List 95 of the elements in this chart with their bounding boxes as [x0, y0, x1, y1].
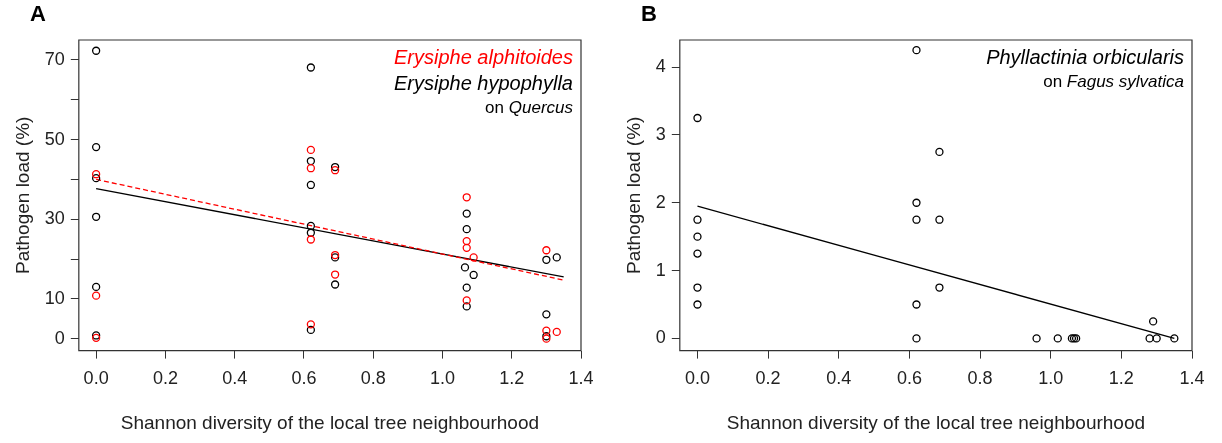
x-tick-label: 1.4 — [568, 368, 594, 389]
x-tick-label: 0.0 — [83, 368, 109, 389]
x-tick-label: 1.0 — [429, 368, 455, 389]
y-tick-label: 50 — [44, 128, 65, 149]
point — [306, 228, 316, 237]
x-tick-label: 0.6 — [896, 368, 922, 389]
point — [542, 310, 551, 319]
point — [306, 63, 316, 72]
point — [1152, 334, 1161, 343]
y-tick-label: 10 — [44, 287, 65, 308]
point — [330, 270, 340, 279]
x-axis-title: Shannon diversity of the local tree neighbourhood — [120, 411, 540, 433]
point — [542, 326, 551, 335]
point — [693, 232, 702, 241]
annotation: on Quercus — [485, 98, 574, 118]
y-axis-title: Pathogen load (%) — [11, 116, 33, 274]
y-tick-label: 0 — [54, 327, 65, 348]
y-tick-label: 1 — [655, 259, 666, 280]
point — [462, 193, 471, 202]
point — [693, 249, 702, 258]
point — [693, 215, 702, 224]
point — [542, 246, 551, 255]
x-tick-label: 0.0 — [684, 368, 710, 389]
point — [912, 300, 921, 309]
y-tick-label: 3 — [655, 123, 666, 144]
point — [462, 302, 471, 311]
point — [693, 300, 702, 309]
point — [462, 236, 471, 246]
point — [306, 235, 316, 244]
x-tick-label: 1.2 — [1108, 368, 1134, 389]
x-tick-label: 0.8 — [360, 368, 386, 389]
point — [469, 253, 478, 262]
point — [91, 174, 101, 183]
point — [1148, 317, 1158, 326]
point — [91, 46, 101, 55]
point — [693, 283, 702, 292]
y-tick-label: 30 — [44, 208, 65, 229]
point — [330, 280, 340, 289]
point — [91, 282, 101, 292]
y-tick-label: 4 — [655, 56, 666, 77]
point — [306, 180, 316, 190]
point — [1145, 334, 1154, 343]
point — [462, 296, 471, 305]
x-tick-label: 0.4 — [826, 368, 852, 389]
point — [91, 142, 101, 152]
x-tick-label: 0.4 — [222, 368, 248, 389]
point — [1170, 334, 1179, 343]
point — [306, 164, 316, 173]
point — [91, 170, 101, 179]
point — [935, 147, 944, 157]
point — [306, 156, 316, 166]
point — [693, 113, 702, 123]
x-tick-label: 0.6 — [291, 368, 317, 389]
y-tick-label: 70 — [44, 48, 65, 69]
x-tick-label: 0.8 — [967, 368, 993, 389]
x-tick-label: 1.0 — [1038, 368, 1064, 389]
point — [306, 320, 316, 329]
point — [306, 145, 316, 155]
point — [935, 283, 944, 292]
point — [552, 253, 561, 262]
text: Erysiphe alphitoides — [394, 45, 573, 68]
point — [91, 291, 101, 300]
point — [912, 198, 921, 207]
point — [462, 225, 471, 234]
point — [462, 243, 471, 253]
point — [552, 327, 561, 337]
point — [306, 325, 316, 335]
point — [462, 283, 471, 292]
point — [912, 334, 921, 343]
x-tick-label: 0.2 — [755, 368, 781, 389]
point — [469, 270, 478, 280]
y-tick-label: 0 — [655, 327, 666, 348]
y-axis-title: Pathogen load (%) — [622, 116, 644, 274]
point — [330, 166, 340, 175]
x-axis-title: Shannon diversity of the local tree neighbourhood — [726, 411, 1146, 433]
point — [460, 263, 470, 272]
point — [330, 162, 340, 172]
x-tick-label: 1.2 — [499, 368, 525, 389]
text: Erysiphe hypophylla — [394, 71, 573, 94]
point — [306, 221, 316, 231]
chart-title: A — [30, 1, 46, 27]
point — [912, 215, 921, 224]
x-tick-label: 1.4 — [1179, 368, 1205, 389]
point — [91, 212, 101, 221]
point — [542, 255, 551, 264]
chart-title: B — [641, 1, 657, 27]
y-tick-label: 2 — [655, 191, 666, 212]
x-tick-label: 0.2 — [152, 368, 178, 389]
point — [1032, 334, 1041, 343]
point — [462, 209, 471, 218]
text: Phyllactinia orbicularis — [986, 45, 1184, 68]
annotation: on Fagus sylvatica — [1043, 72, 1185, 92]
point — [1053, 334, 1062, 343]
point — [912, 46, 921, 55]
point — [935, 215, 944, 224]
